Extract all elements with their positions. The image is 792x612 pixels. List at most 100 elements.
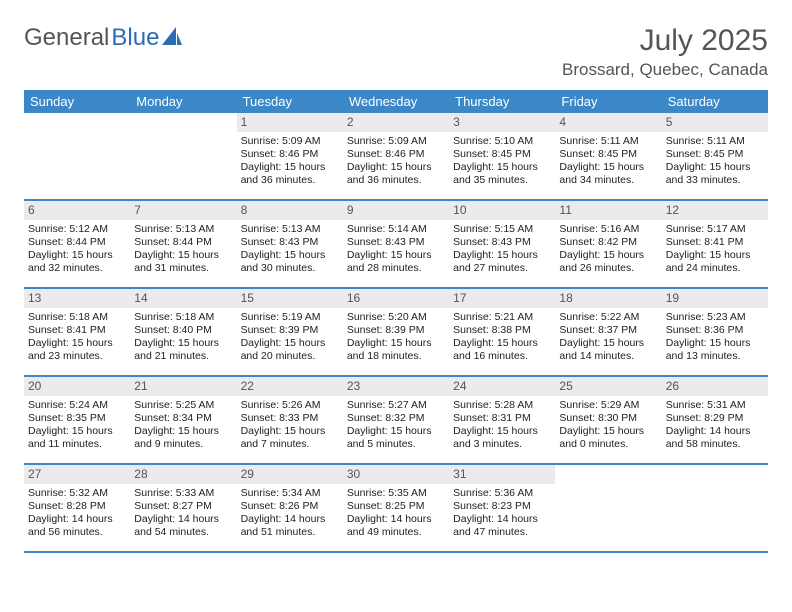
sunset-text: Sunset: 8:45 PM (666, 148, 764, 161)
sunrise-text: Sunrise: 5:32 AM (28, 487, 126, 500)
day-cell: 30 Sunrise: 5:35 AMSunset: 8:25 PMDayligh… (343, 465, 449, 551)
day-cell: 2 Sunrise: 5:09 AMSunset: 8:46 PMDaylight… (343, 113, 449, 199)
sunrise-text: Sunrise: 5:11 AM (666, 135, 764, 148)
day-cell: 18Sunrise: 5:22 AMSunset: 8:37 PMDayligh… (555, 289, 661, 375)
location-text: Brossard, Quebec, Canada (562, 60, 768, 80)
sunrise-text: Sunrise: 5:29 AM (559, 399, 657, 412)
sunrise-text: Sunrise: 5:26 AM (241, 399, 339, 412)
week-row: 20Sunrise: 5:24 AMSunset: 8:35 PMDayligh… (24, 377, 768, 465)
day-cell: 7Sunrise: 5:13 AMSunset: 8:44 PMDaylight… (130, 201, 236, 287)
day-cell: 20Sunrise: 5:24 AMSunset: 8:35 PMDayligh… (24, 377, 130, 463)
calendar-grid: SundayMondayTuesdayWednesdayThursdayFrid… (24, 90, 768, 553)
daylight-text: Daylight: 15 hours and 32 minutes. (28, 249, 126, 275)
sunrise-text: Sunrise: 5:28 AM (453, 399, 551, 412)
daylight-text: Daylight: 15 hours and 36 minutes. (347, 161, 445, 187)
sunrise-text: Sunrise: 5:33 AM (134, 487, 232, 500)
sunrise-text: Sunrise: 5:13 AM (241, 223, 339, 236)
sunset-text: Sunset: 8:40 PM (134, 324, 232, 337)
sunrise-text: Sunrise: 5:31 AM (666, 399, 764, 412)
sunset-text: Sunset: 8:35 PM (28, 412, 126, 425)
sunset-text: Sunset: 8:34 PM (134, 412, 232, 425)
daylight-text: Daylight: 14 hours and 51 minutes. (241, 513, 339, 539)
day-number: 28 (130, 465, 236, 484)
daylight-text: Daylight: 15 hours and 13 minutes. (666, 337, 764, 363)
day-cell: 19 Sunrise: 5:23 AMSunset: 8:36 PMDayligh… (662, 289, 768, 375)
sunrise-text: Sunrise: 5:15 AM (453, 223, 551, 236)
sunset-text: Sunset: 8:39 PM (347, 324, 445, 337)
daylight-text: Daylight: 14 hours and 54 minutes. (134, 513, 232, 539)
weekday-header-saturday: Saturday (662, 90, 768, 113)
weekday-header-thursday: Thursday (449, 90, 555, 113)
daylight-text: Daylight: 15 hours and 35 minutes. (453, 161, 551, 187)
sunset-text: Sunset: 8:41 PM (28, 324, 126, 337)
day-cell: 22Sunrise: 5:26 AMSunset: 8:33 PMDayligh… (237, 377, 343, 463)
day-cell: 28 Sunrise: 5:33 AMSunset: 8:27 PMDayligh… (130, 465, 236, 551)
sunrise-text: Sunrise: 5:09 AM (241, 135, 339, 148)
daylight-text: Daylight: 15 hours and 20 minutes. (241, 337, 339, 363)
daylight-text: Daylight: 14 hours and 49 minutes. (347, 513, 445, 539)
daylight-text: Daylight: 15 hours and 23 minutes. (28, 337, 126, 363)
sunset-text: Sunset: 8:43 PM (241, 236, 339, 249)
day-number: 16 (343, 289, 449, 308)
daylight-text: Daylight: 15 hours and 0 minutes. (559, 425, 657, 451)
day-number: 24 (449, 377, 555, 396)
day-cell: 12Sunrise: 5:17 AMSunset: 8:41 PMDayligh… (662, 201, 768, 287)
sunrise-text: Sunrise: 5:14 AM (347, 223, 445, 236)
sunset-text: Sunset: 8:36 PM (666, 324, 764, 337)
sunrise-text: Sunrise: 5:09 AM (347, 135, 445, 148)
sunrise-text: Sunrise: 5:12 AM (28, 223, 126, 236)
week-row: 13Sunrise: 5:18 AMSunset: 8:41 PMDayligh… (24, 289, 768, 377)
daylight-text: Daylight: 15 hours and 26 minutes. (559, 249, 657, 275)
day-number: 3 (449, 113, 555, 132)
day-cell: 23Sunrise: 5:27 AMSunset: 8:32 PMDayligh… (343, 377, 449, 463)
sunset-text: Sunset: 8:46 PM (347, 148, 445, 161)
weekday-header-friday: Friday (555, 90, 661, 113)
day-number: 19 (662, 289, 768, 308)
sunset-text: Sunset: 8:25 PM (347, 500, 445, 513)
day-number: 29 (237, 465, 343, 484)
sunrise-text: Sunrise: 5:35 AM (347, 487, 445, 500)
day-number: 6 (24, 201, 130, 220)
day-number: 12 (662, 201, 768, 220)
day-number: 8 (237, 201, 343, 220)
daylight-text: Daylight: 14 hours and 58 minutes. (666, 425, 764, 451)
day-cell: 24Sunrise: 5:28 AMSunset: 8:31 PMDayligh… (449, 377, 555, 463)
sunrise-text: Sunrise: 5:13 AM (134, 223, 232, 236)
title-block: July 2025 Brossard, Quebec, Canada (562, 24, 768, 80)
day-number: 2 (343, 113, 449, 132)
sunset-text: Sunset: 8:43 PM (347, 236, 445, 249)
day-number: 9 (343, 201, 449, 220)
day-number: 31 (449, 465, 555, 484)
day-cell: 5Sunrise: 5:11 AMSunset: 8:45 PMDaylight… (662, 113, 768, 199)
day-cell: 9Sunrise: 5:14 AMSunset: 8:43 PMDaylight… (343, 201, 449, 287)
day-cell: 10Sunrise: 5:15 AMSunset: 8:43 PMDayligh… (449, 201, 555, 287)
sunrise-text: Sunrise: 5:34 AM (241, 487, 339, 500)
sunset-text: Sunset: 8:45 PM (453, 148, 551, 161)
weekday-header-monday: Monday (130, 90, 236, 113)
day-cell: 4Sunrise: 5:11 AMSunset: 8:45 PMDaylight… (555, 113, 661, 199)
sunrise-text: Sunrise: 5:20 AM (347, 311, 445, 324)
daylight-text: Daylight: 15 hours and 21 minutes. (134, 337, 232, 363)
day-number: 25 (555, 377, 661, 396)
sunrise-text: Sunrise: 5:23 AM (666, 311, 764, 324)
sunset-text: Sunset: 8:43 PM (453, 236, 551, 249)
day-cell: 31Sunrise: 5:36 AMSunset: 8:23 PMDayligh… (449, 465, 555, 551)
sunset-text: Sunset: 8:26 PM (241, 500, 339, 513)
daylight-text: Daylight: 15 hours and 18 minutes. (347, 337, 445, 363)
day-number: 1 (237, 113, 343, 132)
sunset-text: Sunset: 8:27 PM (134, 500, 232, 513)
sunrise-text: Sunrise: 5:25 AM (134, 399, 232, 412)
daylight-text: Daylight: 15 hours and 14 minutes. (559, 337, 657, 363)
daylight-text: Daylight: 15 hours and 7 minutes. (241, 425, 339, 451)
day-number: 30 (343, 465, 449, 484)
sunset-text: Sunset: 8:45 PM (559, 148, 657, 161)
day-cell: 13Sunrise: 5:18 AMSunset: 8:41 PMDayligh… (24, 289, 130, 375)
day-cell: 14Sunrise: 5:18 AMSunset: 8:40 PMDayligh… (130, 289, 236, 375)
day-number: 20 (24, 377, 130, 396)
sunset-text: Sunset: 8:29 PM (666, 412, 764, 425)
day-number: 7 (130, 201, 236, 220)
day-cell: 26Sunrise: 5:31 AMSunset: 8:29 PMDayligh… (662, 377, 768, 463)
sunset-text: Sunset: 8:31 PM (453, 412, 551, 425)
day-number: 15 (237, 289, 343, 308)
sunset-text: Sunset: 8:33 PM (241, 412, 339, 425)
